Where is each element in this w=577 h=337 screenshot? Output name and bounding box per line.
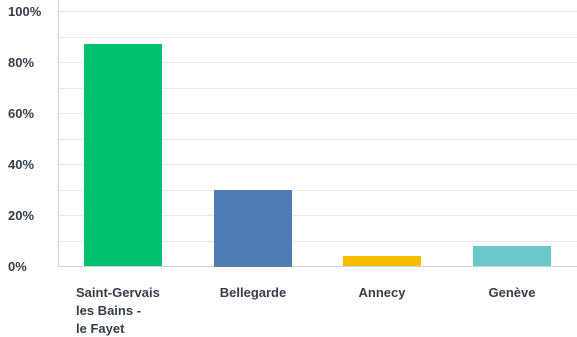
y-axis [58,0,577,267]
y-tick-label: 80% [8,55,34,70]
bar [84,44,162,266]
category-label: Bellegarde [220,285,286,300]
bars [84,44,551,267]
category-label: Annecy [359,285,407,300]
y-tick-label: 60% [8,106,34,121]
y-tick-label: 0% [8,259,27,274]
bar [473,246,551,266]
bar [214,190,292,267]
category-label: le Fayet [76,321,125,336]
category-label: Saint-Gervais [76,285,160,300]
y-tick-label: 20% [8,208,34,223]
y-tick-label: 40% [8,157,34,172]
bar [343,256,421,266]
y-tick-labels: 0% 20% 40% 60% 80% 100% [8,4,42,274]
category-label: les Bains - [76,303,141,318]
category-label: Genève [489,285,536,300]
category-labels: Saint-Gervais les Bains - le Fayet Bellegar… [76,285,535,336]
y-tick-label: 100% [8,4,42,19]
